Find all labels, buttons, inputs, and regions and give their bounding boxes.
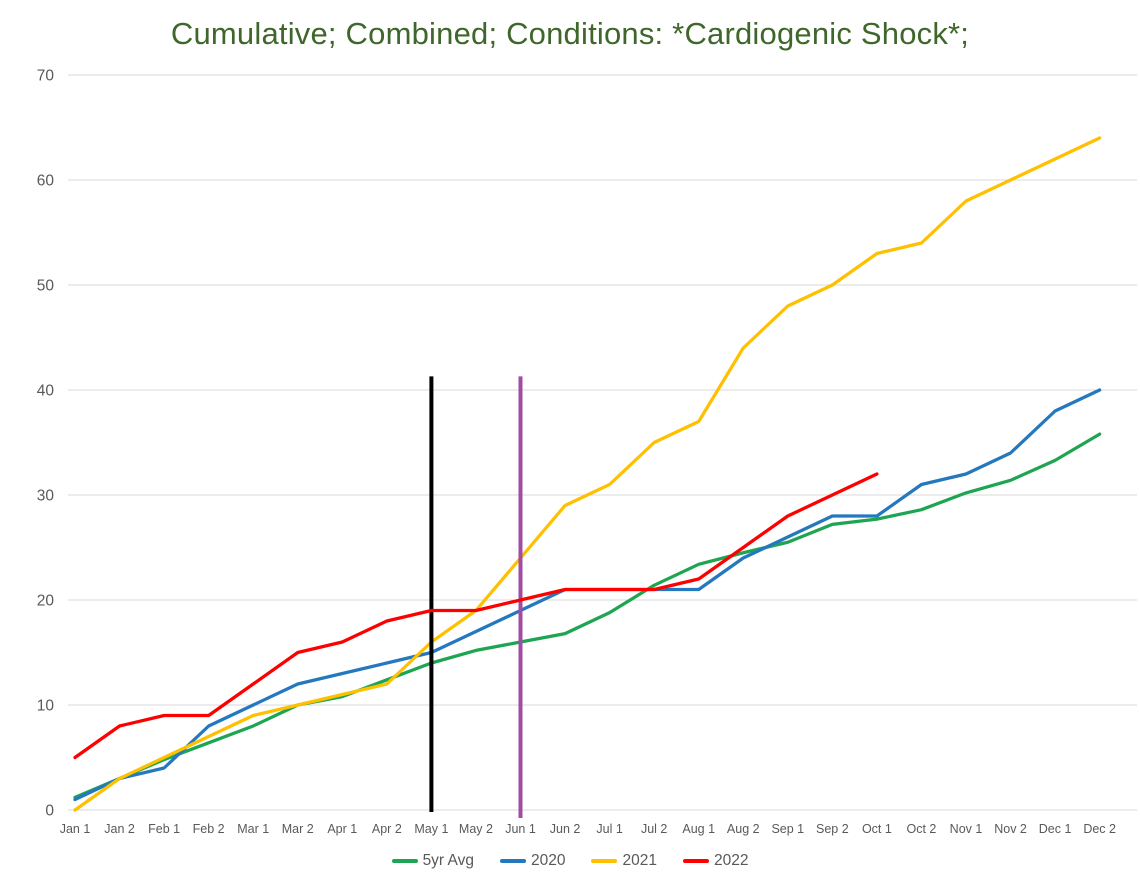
x-tick-label-oct-1: Oct 1 xyxy=(862,822,892,836)
series-line-5yr-avg xyxy=(73,432,1102,800)
x-tick-label-may-2: May 2 xyxy=(459,822,493,836)
x-tick-label-feb-1: Feb 1 xyxy=(148,822,180,836)
y-tick-label-50: 50 xyxy=(37,278,55,295)
legend-label-2022: 2022 xyxy=(713,852,749,869)
x-tick-label-mar-1: Mar 1 xyxy=(237,822,269,836)
x-tick-label-jul-1: Jul 1 xyxy=(596,822,622,836)
y-tick-label-60: 60 xyxy=(37,173,55,190)
x-tick-label-sep-2: Sep 2 xyxy=(816,822,849,836)
x-tick-label-aug-2: Aug 2 xyxy=(727,822,760,836)
legend-item-2021: 2021 xyxy=(591,852,657,870)
x-tick-label-dec-1: Dec 1 xyxy=(1039,822,1072,836)
series-line-2020 xyxy=(73,388,1102,802)
x-tick-label-oct-2: Oct 2 xyxy=(907,822,937,836)
chart-legend: 5yr Avg 2020 2021 2022 xyxy=(0,852,1140,870)
x-tick-label-apr-2: Apr 2 xyxy=(372,822,402,836)
legend-label-5yr-avg: 5yr Avg xyxy=(422,852,474,869)
y-tick-label-20: 20 xyxy=(37,593,55,610)
legend-swatch-5yr-avg xyxy=(391,859,418,863)
legend-label-2020: 2020 xyxy=(530,852,566,869)
y-tick-label-70: 70 xyxy=(37,68,55,85)
chart-title: Cumulative; Combined; Conditions: *Cardi… xyxy=(170,16,970,51)
x-tick-label-jan-2: Jan 2 xyxy=(104,822,135,836)
legend-label-2021: 2021 xyxy=(622,852,657,869)
y-tick-label-0: 0 xyxy=(45,803,54,820)
x-tick-label-nov-2: Nov 2 xyxy=(994,822,1027,836)
y-tick-label-30: 30 xyxy=(37,488,55,505)
x-tick-label-jan-1: Jan 1 xyxy=(60,822,91,836)
x-tick-label-aug-1: Aug 1 xyxy=(682,822,715,836)
y-tick-label-40: 40 xyxy=(37,383,55,400)
legend-item-2020: 2020 xyxy=(499,852,566,870)
x-tick-label-jun-1: Jun 1 xyxy=(505,822,536,836)
x-tick-label-sep-1: Sep 1 xyxy=(771,822,804,836)
legend-swatch-2021 xyxy=(591,859,618,863)
x-tick-label-mar-2: Mar 2 xyxy=(282,822,314,836)
series-line-2022 xyxy=(73,472,879,760)
y-tick-label-10: 10 xyxy=(37,698,55,715)
legend-item-2022: 2022 xyxy=(682,852,749,870)
x-tick-label-may-1: May 1 xyxy=(414,822,448,836)
series-line-2021 xyxy=(73,136,1102,812)
x-tick-label-dec-2: Dec 2 xyxy=(1083,822,1116,836)
legend-item-5yr-avg: 5yr Avg xyxy=(391,852,474,870)
x-tick-label-jun-2: Jun 2 xyxy=(550,822,581,836)
x-tick-label-jul-2: Jul 2 xyxy=(641,822,667,836)
x-tick-label-nov-1: Nov 1 xyxy=(950,822,983,836)
legend-swatch-2022 xyxy=(682,859,709,863)
x-tick-label-feb-2: Feb 2 xyxy=(193,822,225,836)
x-tick-label-apr-1: Apr 1 xyxy=(327,822,357,836)
legend-swatch-2020 xyxy=(499,859,526,863)
